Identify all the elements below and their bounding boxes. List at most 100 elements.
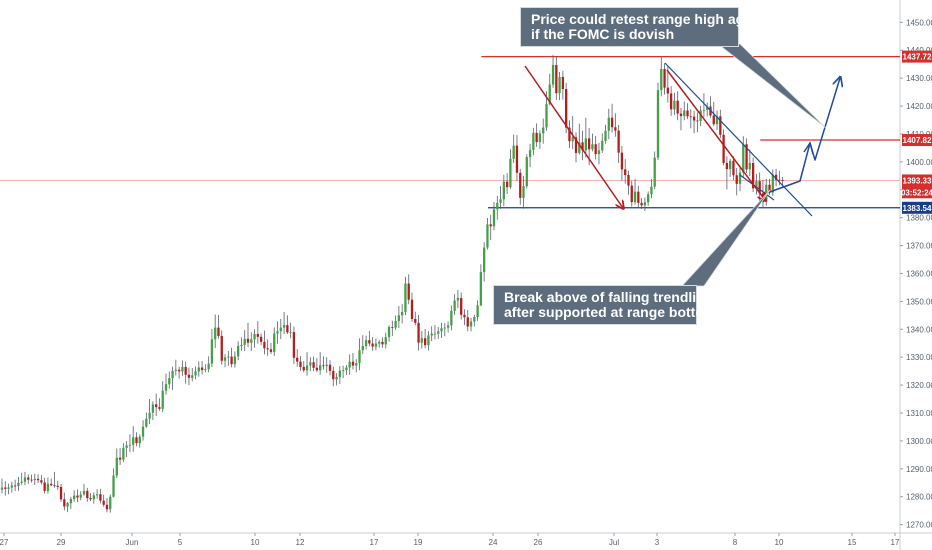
price-tag-label: 03:52:24 [901,188,932,197]
candle-body-up [742,144,745,173]
candle [109,494,112,513]
candle [286,315,289,335]
candle [10,481,13,493]
candle-body-down [410,299,414,319]
candle [450,305,453,331]
candle-body-down [423,338,427,346]
candle [7,483,10,495]
swing-arrow-2[interactable] [666,69,765,200]
candle [125,441,128,458]
x-tick-label: 19 [414,538,423,547]
swing-arrow-1[interactable] [524,65,623,208]
candle-body-up [538,133,542,143]
candle [20,472,23,485]
candle-body-down [296,357,299,362]
candle [155,393,158,417]
candle [237,341,240,361]
candle-body-up [348,361,351,368]
plot-area[interactable] [0,0,900,533]
candle-body-up [214,327,217,340]
price-tag[interactable]: 1437.72 [902,50,932,63]
candle-body-up [204,369,207,371]
candle-body-down [315,367,319,371]
y-tick-label: 1360.00 [906,269,932,278]
candle-body-down [732,160,735,176]
candle-body-up [647,194,650,203]
candle [335,373,338,386]
candle-body-up [82,490,86,495]
retest-callout[interactable]: Price could retest range high again if t… [520,7,764,47]
candle-body-up [145,418,148,427]
candle-body-up [174,369,177,371]
candle [148,399,151,425]
candle-body-up [545,104,548,128]
candle [273,327,276,356]
candle-body-down [568,127,571,142]
price-tag[interactable]: 1393.33 [902,174,932,187]
candle [269,342,273,355]
candle-body-up [522,186,525,198]
candle [266,339,269,356]
breakout-callout[interactable]: Break above of falling trendline after s… [493,285,716,325]
price-tag[interactable]: 03:52:24 [901,186,932,199]
candle [633,178,637,205]
candle-body-up [276,331,279,334]
time-axis[interactable]: 27 29 Jun 5 10 12 17 19 24 26 Jul 3 8 10 15 17 [0,533,900,547]
candle [591,133,594,152]
candle [578,123,581,155]
candle [499,186,502,209]
candle [581,130,584,161]
candle [69,496,73,510]
x-tick-label: 26 [534,538,543,547]
candle [312,356,315,372]
candle [223,354,227,368]
candle [476,300,479,321]
candle [505,173,509,194]
candle [187,367,191,386]
y-tick-label: 1280.00 [906,493,932,502]
candle-body-up [528,149,532,158]
candle-body-up [748,162,751,170]
candle-body-up [237,346,240,357]
candle-body-up [197,367,200,372]
candle [732,156,735,180]
candle-body-up [394,320,397,328]
candle-body-down [561,77,565,90]
candle [240,337,243,351]
candle-body-down [36,478,40,481]
x-tick-label: 24 [489,538,498,547]
falling-trendline-lower[interactable] [739,174,775,201]
candle-body-up [532,132,535,150]
candle-body-up [558,77,561,94]
candle-body-down [30,479,33,481]
candle [446,321,450,333]
candle-body-up [578,142,581,153]
price-tag-bg [902,186,932,199]
candle [696,112,699,133]
falling-trendline-upper[interactable] [664,62,813,217]
price-tag[interactable]: 1407.82 [902,134,932,147]
candle-body-up [420,338,423,343]
candle [430,326,433,342]
candle-body-up [473,317,476,322]
candle-body-up [171,370,174,379]
candle-body-up [643,202,647,206]
price-tag[interactable]: 1383.54 [902,201,932,214]
candle [532,127,535,156]
candle-body-down [417,322,420,343]
candle [656,82,660,161]
candle-body-down [669,93,673,110]
candle [617,125,620,163]
y-tick-label: 1340.00 [906,325,932,334]
candle [689,109,692,129]
candle [456,289,460,309]
price-axis[interactable]: 1270.00 1280.00 1290.00 1300.00 1310.00 1320.… [900,18,932,530]
candle-body-up [571,137,574,142]
candle-body-down [686,110,689,117]
candle [463,309,466,326]
candle-body-down [200,367,204,371]
candle-body-down [299,361,302,367]
candle [509,149,512,189]
candle-body-up [46,483,50,491]
